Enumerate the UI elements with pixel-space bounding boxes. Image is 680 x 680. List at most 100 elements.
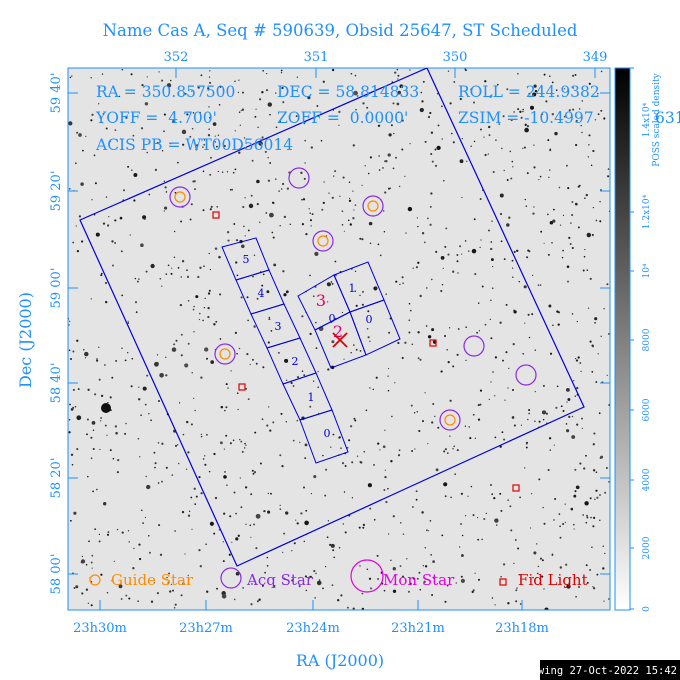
background-star: [113, 560, 115, 563]
background-star: [180, 276, 183, 278]
background-star: [425, 325, 428, 327]
background-star: [600, 335, 602, 337]
background-star: [566, 429, 570, 433]
background-star: [170, 272, 173, 275]
background-star: [179, 303, 183, 307]
background-star: [191, 528, 193, 530]
legend-guide-label: Guide Star: [111, 571, 194, 589]
background-star: [597, 113, 600, 116]
background-star: [223, 475, 227, 479]
background-star: [597, 92, 599, 95]
background-star: [237, 534, 240, 537]
background-star: [344, 531, 347, 534]
background-star: [125, 422, 127, 425]
background-star: [233, 598, 236, 601]
background-star: [502, 359, 504, 362]
background-star: [181, 510, 185, 514]
background-star: [361, 184, 363, 187]
background-star: [191, 127, 194, 130]
background-star: [273, 585, 276, 587]
background-star: [456, 353, 459, 356]
background-star: [507, 602, 510, 605]
background-star: [599, 200, 601, 203]
background-star: [292, 385, 295, 387]
background-star: [282, 101, 285, 104]
legend-fid-label: Fid Light: [518, 571, 588, 589]
background-star: [140, 414, 142, 417]
background-star: [494, 356, 497, 359]
background-star: [461, 196, 463, 199]
background-star: [421, 232, 425, 235]
background-star: [117, 458, 120, 462]
background-star: [309, 274, 311, 277]
background-star: [114, 425, 118, 428]
background-star: [267, 179, 271, 182]
background-star: [412, 267, 414, 269]
background-star: [202, 146, 204, 148]
background-star: [473, 218, 476, 221]
background-star: [228, 553, 231, 556]
background-star: [167, 264, 170, 267]
background-star: [498, 123, 500, 125]
background-star: [161, 480, 163, 483]
acis-i-chip-label-1: 1: [349, 282, 356, 295]
colorbar-tick-label: 8000: [642, 328, 652, 351]
guide-star-marker: [219, 348, 231, 360]
background-star: [574, 202, 578, 206]
background-star: [404, 341, 407, 344]
background-star: [412, 578, 415, 580]
background-star: [499, 492, 502, 495]
background-star: [581, 427, 584, 429]
top-tick-label-352: 352: [164, 50, 189, 65]
background-star: [205, 433, 208, 436]
background-star: [575, 595, 577, 598]
background-star: [481, 285, 484, 288]
background-star: [153, 582, 155, 584]
background-star: [303, 122, 306, 125]
background-star: [583, 255, 586, 258]
background-star: [478, 330, 481, 332]
background-star: [133, 199, 136, 202]
x-axis-label: RA (J2000): [296, 651, 384, 670]
background-star: [348, 197, 351, 200]
background-star: [607, 332, 610, 335]
background-star: [565, 387, 570, 392]
background-star: [154, 361, 159, 367]
background-star: [396, 68, 399, 71]
background-star: [379, 449, 381, 451]
background-star: [582, 514, 584, 516]
background-star: [68, 431, 71, 434]
background-star: [72, 388, 75, 391]
background-star: [352, 144, 355, 147]
background-star: [555, 89, 558, 92]
chart-title: Name Cas A, Seq # 590639, Obsid 25647, S…: [103, 21, 578, 40]
background-star: [261, 136, 264, 139]
background-star: [573, 528, 575, 530]
background-star: [253, 254, 256, 257]
background-star: [337, 599, 340, 602]
acis-s-chip-label-0: 0: [324, 427, 331, 440]
background-star: [238, 151, 241, 154]
background-star: [592, 443, 595, 446]
background-star: [303, 177, 306, 180]
background-star: [269, 113, 271, 116]
background-star: [266, 72, 268, 75]
background-star: [359, 565, 361, 567]
background-star: [460, 523, 462, 525]
background-star: [402, 282, 404, 285]
background-star: [98, 87, 101, 89]
background-star: [608, 481, 610, 483]
background-star: [138, 543, 141, 546]
background-star: [218, 255, 221, 259]
background-star: [182, 582, 185, 585]
background-star: [494, 436, 497, 439]
background-star: [128, 597, 131, 600]
background-star: [138, 278, 140, 280]
background-star: [354, 290, 357, 293]
background-star: [603, 308, 605, 310]
background-star: [299, 441, 301, 444]
background-star: [221, 593, 227, 599]
background-star: [592, 516, 596, 520]
background-star: [424, 565, 428, 568]
background-star: [146, 374, 149, 377]
